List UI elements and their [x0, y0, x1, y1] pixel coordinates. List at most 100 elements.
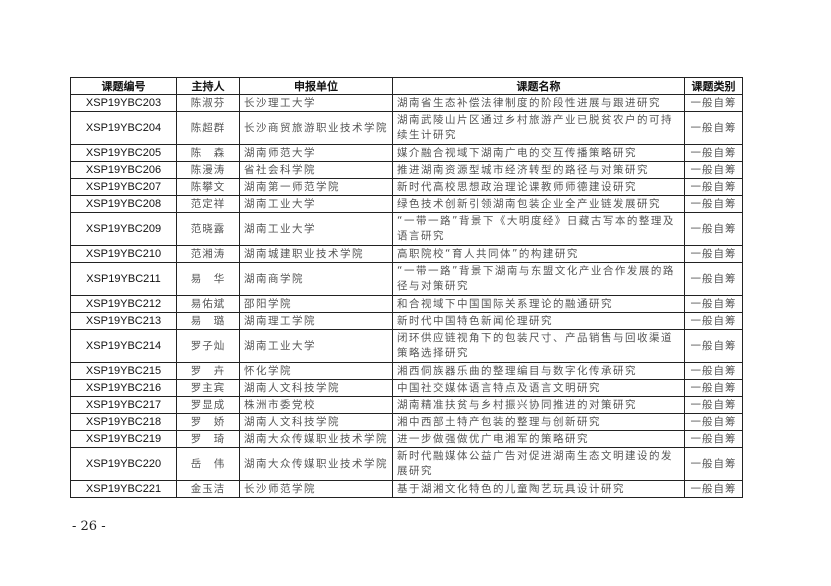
cell-code: XSP19YBC216 — [70, 379, 177, 397]
cell-code: XSP19YBC203 — [70, 94, 177, 112]
cell-unit: 湖南理工学院 — [239, 312, 393, 330]
table-row: XSP19YBC214 罗子灿 湖南工业大学 闭环供应链视角下的包装尺寸、产品销售与回… — [70, 329, 743, 363]
cell-title: 高职院校“育人共同体”的构建研究 — [392, 245, 685, 263]
header-category: 课题类别 — [684, 77, 743, 95]
cell-unit: 湖南工业大学 — [239, 212, 393, 246]
cell-unit: 湖南大众传媒职业技术学院 — [239, 430, 393, 448]
cell-unit: 湖南第一师范学院 — [239, 178, 393, 196]
cell-title: 基于湖湘文化特色的儿童陶艺玩具设计研究 — [392, 480, 685, 498]
table-row: XSP19YBC219 罗 琦湖南大众传媒职业技术学院 进一步做强做优广电湘军的策略… — [70, 430, 743, 448]
header-title: 课题名称 — [392, 77, 685, 95]
cell-title: “一带一路”背景下湖南与东盟文化产业合作发展的路径与对策研究 — [392, 262, 685, 296]
cell-title: 新时代高校思想政治理论课教师师德建设研究 — [392, 178, 685, 196]
table-row: XSP19YBC221 金玉洁 长沙师范学院 基于湖湘文化特色的儿童陶艺玩具设计研究一… — [70, 480, 743, 498]
table-row: XSP19YBC211 易 华湖南商学院 “一带一路”背景下湖南与东盟文化产业合作发… — [70, 262, 743, 296]
table-row: XSP19YBC217 罗显成 株洲市委党校 湖南精准扶贫与乡村振兴协同推进的对策研究… — [70, 396, 743, 414]
cell-host: 罗 琦 — [176, 430, 240, 448]
cell-unit: 邵阳学院 — [239, 295, 393, 313]
table-row: XSP19YBC207 陈攀文 湖南第一师范学院 新时代高校思想政治理论课教师师德建设… — [70, 178, 743, 196]
cell-category: 一般自筹 — [684, 262, 743, 296]
table-row: XSP19YBC210 范湘涛 湖南城建职业技术学院 高职院校“育人共同体”的构建研究… — [70, 245, 743, 263]
table-row: XSP19YBC220 岳 伟湖南大众传媒职业技术学院 新时代融媒体公益广告对促进湖… — [70, 447, 743, 481]
cell-title: 闭环供应链视角下的包装尺寸、产品销售与回收渠道策略选择研究 — [392, 329, 685, 363]
cell-host: 金玉洁 — [176, 480, 240, 498]
cell-title: 绿色技术创新引领湖南包装企业全产业链发展研究 — [392, 195, 685, 213]
cell-unit: 湖南城建职业技术学院 — [239, 245, 393, 263]
cell-host: 易 华 — [176, 262, 240, 296]
table-row: XSP19YBC208 范定祥 湖南工业大学 绿色技术创新引领湖南包装企业全产业链发展… — [70, 195, 743, 213]
cell-title: 湖南武陵山片区通过乡村旅游产业已脱贫农户的可持续生计研究 — [392, 111, 685, 145]
cell-unit: 长沙师范学院 — [239, 480, 393, 498]
cell-host: 陈漫涛 — [176, 161, 240, 179]
cell-host: 陈 森 — [176, 144, 240, 162]
cell-code: XSP19YBC204 — [70, 111, 177, 145]
cell-category: 一般自筹 — [684, 430, 743, 448]
cell-title: 湘西侗族器乐曲的整理编目与数字化传承研究 — [392, 362, 685, 380]
table-row: XSP19YBC205 陈 森湖南师范大学 媒介融合视域下湖南广电的交互传播策略研究… — [70, 144, 743, 162]
cell-code: XSP19YBC210 — [70, 245, 177, 263]
cell-host: 罗主宾 — [176, 379, 240, 397]
cell-title: 新时代中国特色新闻伦理研究 — [392, 312, 685, 330]
cell-category: 一般自筹 — [684, 212, 743, 246]
cell-unit: 湖南工业大学 — [239, 195, 393, 213]
cell-unit: 湖南人文科技学院 — [239, 379, 393, 397]
cell-code: XSP19YBC214 — [70, 329, 177, 363]
header-host: 主持人 — [176, 77, 240, 95]
cell-title: “一带一路”背景下《大明度经》日藏古写本的整理及语言研究 — [392, 212, 685, 246]
cell-title: 中国社交媒体语言特点及语言文明研究 — [392, 379, 685, 397]
cell-category: 一般自筹 — [684, 362, 743, 380]
cell-host: 罗显成 — [176, 396, 240, 414]
cell-code: XSP19YBC212 — [70, 295, 177, 313]
cell-code: XSP19YBC220 — [70, 447, 177, 481]
table-row: XSP19YBC203 陈淑芬 长沙理工大学 湖南省生态补偿法律制度的阶段性进展与跟进… — [70, 94, 743, 112]
cell-code: XSP19YBC213 — [70, 312, 177, 330]
cell-category: 一般自筹 — [684, 111, 743, 145]
cell-host: 范晓露 — [176, 212, 240, 246]
cell-unit: 湖南师范大学 — [239, 144, 393, 162]
table-row: XSP19YBC212 易佑斌 邵阳学院 和合视域下中国国际关系理论的融通研究 一般自筹 — [70, 295, 743, 313]
cell-unit: 湖南商学院 — [239, 262, 393, 296]
cell-host: 陈攀文 — [176, 178, 240, 196]
cell-unit: 株洲市委党校 — [239, 396, 393, 414]
cell-category: 一般自筹 — [684, 94, 743, 112]
table-row: XSP19YBC215 罗 卉怀化学院 湘西侗族器乐曲的整理编目与数字化传承研究 一般… — [70, 362, 743, 380]
cell-code: XSP19YBC208 — [70, 195, 177, 213]
cell-host: 范湘涛 — [176, 245, 240, 263]
cell-title: 湖南精准扶贫与乡村振兴协同推进的对策研究 — [392, 396, 685, 414]
header-code: 课题编号 — [70, 77, 177, 95]
project-table: 课题编号 主持人 申报单位 课题名称 课题类别 XSP19YBC203 陈淑芬 长沙… — [70, 77, 743, 498]
cell-title: 推进湖南资源型城市经济转型的路径与对策研究 — [392, 161, 685, 179]
cell-code: XSP19YBC215 — [70, 362, 177, 380]
table-row: XSP19YBC216 罗主宾 湖南人文科技学院 中国社交媒体语言特点及语言文明研究一… — [70, 379, 743, 397]
cell-category: 一般自筹 — [684, 447, 743, 481]
cell-host: 罗 卉 — [176, 362, 240, 380]
cell-host: 易佑斌 — [176, 295, 240, 313]
cell-code: XSP19YBC206 — [70, 161, 177, 179]
cell-unit: 长沙理工大学 — [239, 94, 393, 112]
cell-category: 一般自筹 — [684, 480, 743, 498]
cell-category: 一般自筹 — [684, 312, 743, 330]
cell-title: 湘中西部土特产包装的整理与创新研究 — [392, 413, 685, 431]
cell-host: 岳 伟 — [176, 447, 240, 481]
cell-unit: 长沙商贸旅游职业技术学院 — [239, 111, 393, 145]
cell-category: 一般自筹 — [684, 329, 743, 363]
cell-host: 范定祥 — [176, 195, 240, 213]
cell-code: XSP19YBC205 — [70, 144, 177, 162]
cell-host: 罗 娇 — [176, 413, 240, 431]
cell-code: XSP19YBC211 — [70, 262, 177, 296]
cell-category: 一般自筹 — [684, 161, 743, 179]
cell-unit: 省社会科学院 — [239, 161, 393, 179]
page-number: - 26 - — [72, 519, 106, 534]
cell-title: 媒介融合视域下湖南广电的交互传播策略研究 — [392, 144, 685, 162]
cell-host: 陈超群 — [176, 111, 240, 145]
cell-title: 湖南省生态补偿法律制度的阶段性进展与跟进研究 — [392, 94, 685, 112]
cell-code: XSP19YBC218 — [70, 413, 177, 431]
cell-category: 一般自筹 — [684, 195, 743, 213]
table-header-row: 课题编号 主持人 申报单位 课题名称 课题类别 — [70, 77, 743, 95]
cell-unit: 湖南工业大学 — [239, 329, 393, 363]
header-unit: 申报单位 — [239, 77, 393, 95]
table-row: XSP19YBC213 易 璐湖南理工学院 新时代中国特色新闻伦理研究 一般自筹 — [70, 312, 743, 330]
cell-category: 一般自筹 — [684, 295, 743, 313]
cell-code: XSP19YBC209 — [70, 212, 177, 246]
table-row: XSP19YBC206 陈漫涛 省社会科学院 推进湖南资源型城市经济转型的路径与对策研… — [70, 161, 743, 179]
